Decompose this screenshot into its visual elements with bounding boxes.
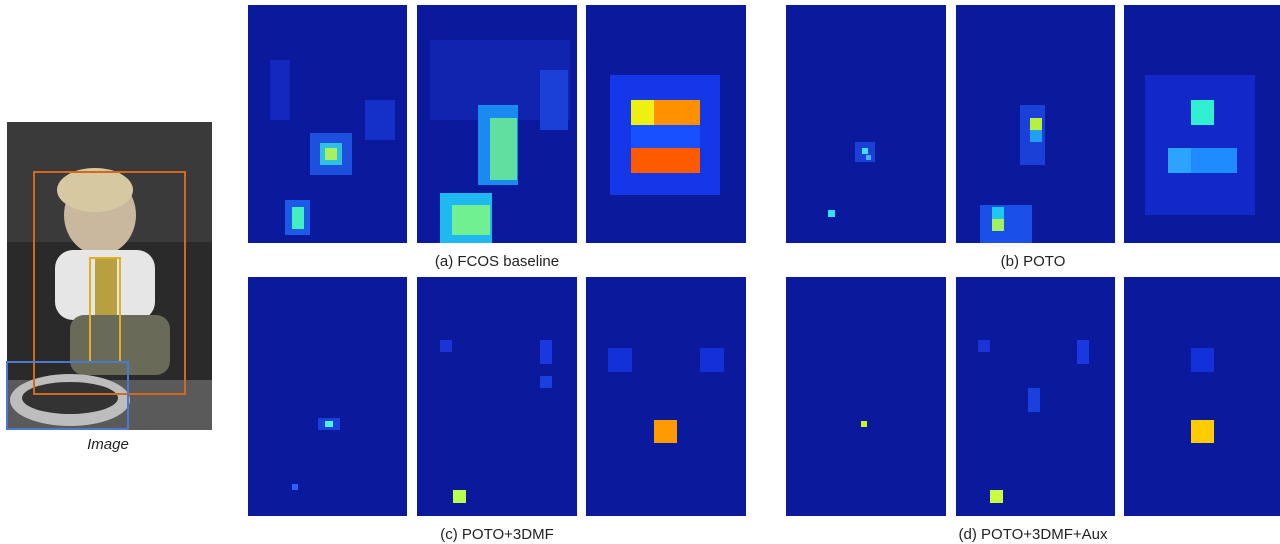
heatmap-panels [248,5,1280,516]
panel-caption: (a) FCOS baseline [435,253,559,270]
image-caption: Image [87,436,129,453]
panel-caption: (c) POTO+3DMF [440,526,553,543]
panel-caption: (b) POTO [1001,253,1066,270]
input-image [6,122,212,430]
panel-caption: (d) POTO+3DMF+Aux [959,526,1108,543]
